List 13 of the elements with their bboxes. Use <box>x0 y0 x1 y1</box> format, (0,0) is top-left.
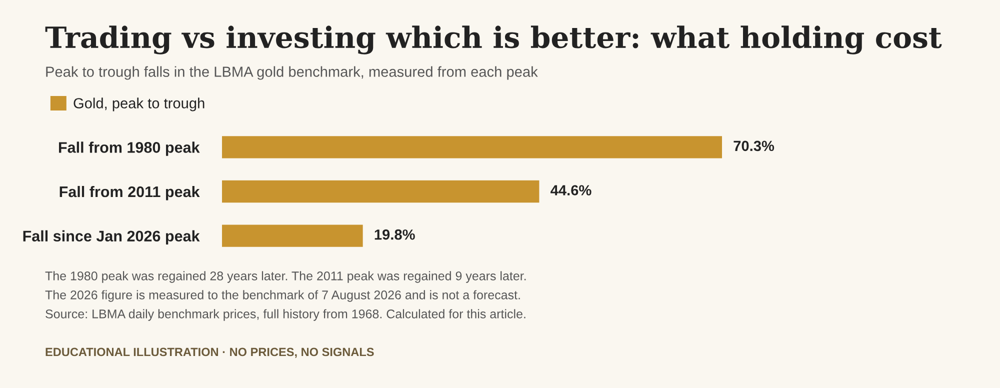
legend-label: Gold, peak to trough <box>74 98 204 112</box>
text: The 2026 figure is measured to the benchmark of 7 August 2026 and is not a forecast. <box>45 290 520 302</box>
source-note: Source: LBMA daily benchmark prices, full history from 1968. Calculated for this article. <box>46 309 526 321</box>
y-tick-label: Fall from 1980 peak <box>59 142 200 156</box>
data-label: 70.3% <box>734 140 774 152</box>
text: EDUCATIONAL ILLUSTRATION · NO PRICES, NO SIGNALS <box>46 348 374 358</box>
data-label: 44.6% <box>550 185 592 196</box>
data-label: 19.8% <box>374 229 415 240</box>
y-tick-label: Fall since Jan 2026 peak <box>23 230 200 245</box>
y-tick-label: Fall from 2011 peak <box>60 186 200 200</box>
chart-subtitle: Peak to trough falls in the LBMA gold benchmark, measured from each peak <box>46 66 538 80</box>
text: The 1980 peak was regained 28 years later. The 2011 peak was regained 9 years later. <box>45 271 526 283</box>
chart-title: Trading vs investing which is better: what holding cost <box>45 26 942 54</box>
